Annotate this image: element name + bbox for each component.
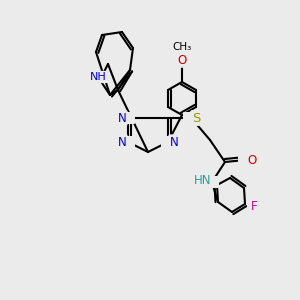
FancyBboxPatch shape xyxy=(247,200,259,212)
Text: NH: NH xyxy=(90,72,106,82)
Text: O: O xyxy=(177,53,187,67)
Text: F: F xyxy=(251,200,257,212)
Text: N: N xyxy=(118,137,126,147)
Text: S: S xyxy=(192,112,200,124)
FancyBboxPatch shape xyxy=(246,154,258,166)
Text: N: N xyxy=(118,112,126,124)
FancyBboxPatch shape xyxy=(194,174,212,186)
FancyBboxPatch shape xyxy=(89,71,107,83)
FancyBboxPatch shape xyxy=(205,176,219,188)
Text: CH₃: CH₃ xyxy=(172,42,192,52)
FancyBboxPatch shape xyxy=(183,112,197,124)
Text: N: N xyxy=(118,113,126,123)
FancyBboxPatch shape xyxy=(172,41,192,53)
Text: N: N xyxy=(169,136,178,148)
Text: S: S xyxy=(192,112,200,124)
Text: N: N xyxy=(169,137,177,147)
FancyBboxPatch shape xyxy=(161,136,175,148)
Text: O: O xyxy=(178,55,186,65)
FancyBboxPatch shape xyxy=(176,54,188,66)
Text: HN: HN xyxy=(194,173,212,187)
FancyBboxPatch shape xyxy=(121,112,135,124)
Text: F: F xyxy=(250,201,256,211)
Text: NH: NH xyxy=(90,72,106,82)
Text: CH₃: CH₃ xyxy=(172,42,192,52)
FancyBboxPatch shape xyxy=(238,154,252,166)
Text: N: N xyxy=(118,136,126,148)
Text: O: O xyxy=(248,154,256,166)
Text: O: O xyxy=(248,155,256,165)
FancyBboxPatch shape xyxy=(121,136,135,148)
Text: HN: HN xyxy=(195,175,212,185)
